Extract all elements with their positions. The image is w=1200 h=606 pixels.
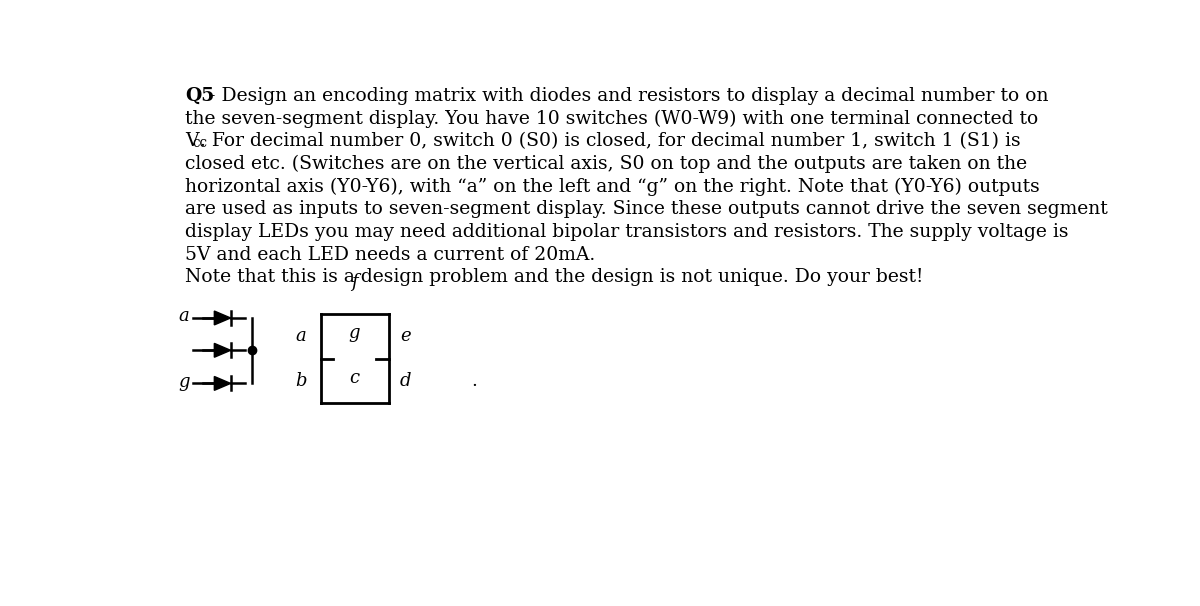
- Text: d: d: [400, 372, 412, 390]
- Text: the seven-segment display. You have 10 switches (W0-W9) with one terminal connec: the seven-segment display. You have 10 s…: [185, 109, 1038, 127]
- Text: closed etc. (Switches are on the vertical axis, S0 on top and the outputs are ta: closed etc. (Switches are on the vertica…: [185, 155, 1027, 173]
- Text: 5V and each LED needs a current of 20mA.: 5V and each LED needs a current of 20mA.: [185, 245, 595, 264]
- Text: display LEDs you may need additional bipolar transistors and resistors. The supp: display LEDs you may need additional bip…: [185, 223, 1068, 241]
- Text: - Design an encoding matrix with diodes and resistors to display a decimal numbe: - Design an encoding matrix with diodes …: [209, 87, 1049, 105]
- Text: g: g: [349, 324, 360, 342]
- Text: Q5: Q5: [185, 87, 214, 105]
- Polygon shape: [215, 344, 230, 357]
- Text: are used as inputs to seven-segment display. Since these outputs cannot drive th: are used as inputs to seven-segment disp…: [185, 200, 1108, 218]
- Text: e: e: [401, 327, 412, 345]
- Text: V: V: [185, 132, 198, 150]
- Text: horizontal axis (Y0-Y6), with “a” on the left and “g” on the right. Note that (Y: horizontal axis (Y0-Y6), with “a” on the…: [185, 178, 1039, 196]
- Text: b: b: [295, 372, 307, 390]
- Text: g: g: [179, 373, 190, 391]
- Text: c: c: [349, 369, 360, 387]
- Text: a: a: [295, 327, 306, 345]
- Polygon shape: [215, 311, 230, 325]
- Text: Note that this is a design problem and the design is not unique. Do your best!: Note that this is a design problem and t…: [185, 268, 923, 286]
- Text: .: .: [472, 372, 476, 390]
- Text: . For decimal number 0, switch 0 (S0) is closed, for decimal number 1, switch 1 : . For decimal number 0, switch 0 (S0) is…: [200, 132, 1021, 150]
- Polygon shape: [215, 376, 230, 390]
- Text: a: a: [179, 307, 190, 325]
- Text: cc: cc: [192, 136, 208, 150]
- Text: f: f: [352, 273, 358, 291]
